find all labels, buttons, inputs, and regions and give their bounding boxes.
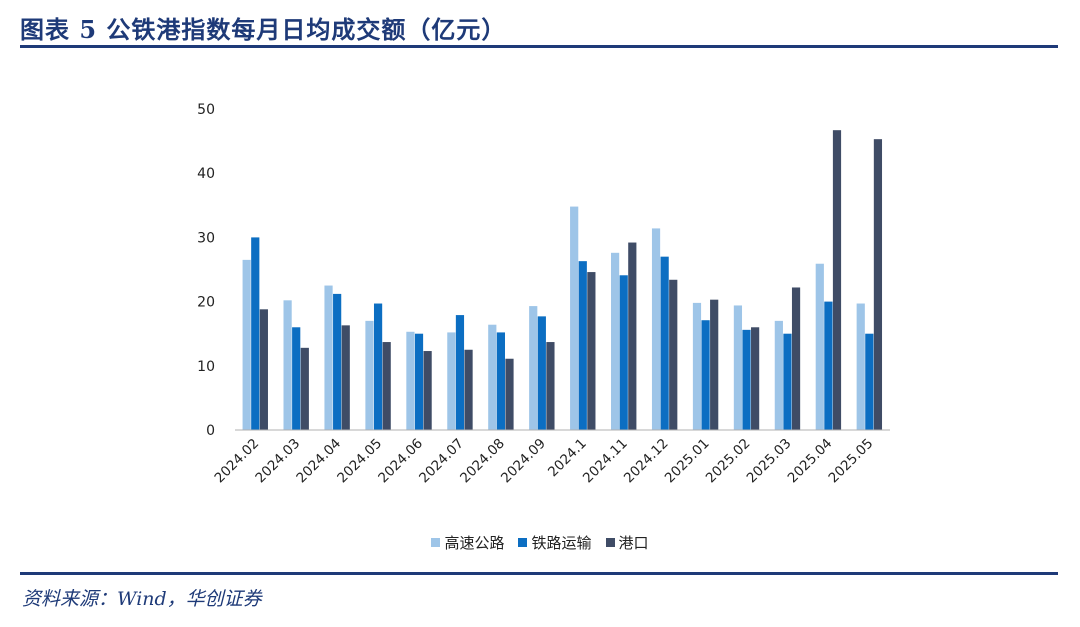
bar-port [546,342,555,430]
figure-header: 图表 5 公铁港指数每月日均成交额（亿元） [20,8,1060,48]
x-tick-label: 2024.07 [416,436,467,487]
x-tick-label: 2024.08 [457,436,508,487]
bar-railway [292,327,301,430]
x-tick-label: 2024.06 [375,436,426,487]
bar-highway [529,306,538,430]
y-tick-label: 0 [206,423,215,439]
bar-railway [455,315,465,430]
bar-railway [414,333,424,430]
bar-highway [611,252,620,430]
bar-highway [283,300,292,430]
x-tick-label: 2024.12 [621,436,672,487]
bar-highway [406,331,415,430]
bar-highway [242,259,251,430]
bar-port [587,272,596,430]
bar-railway [537,316,546,430]
bar-highway [365,320,374,430]
bar-highway [692,302,702,430]
bar-port [300,347,309,430]
bar-highway [651,228,661,430]
bar-port [505,358,514,430]
bar-highway [856,303,865,430]
bar-railway [742,329,751,430]
x-tick-label: 2025.01 [662,436,713,487]
legend-label-railway: 铁路运输 [531,534,592,552]
x-tick-label: 2024.03 [252,436,303,487]
y-tick-label: 50 [197,102,215,118]
legend-swatch-port [605,538,615,547]
bar-railway [783,333,792,430]
x-tick-label: 2024.04 [293,436,344,487]
legend-item-railway[interactable]: 铁路运输 [518,532,592,553]
x-tick-label: 2025.05 [826,436,877,487]
y-tick-label: 10 [197,359,215,375]
bar-highway [733,305,743,430]
bar-railway [578,261,587,430]
legend-label-port: 港口 [618,534,649,552]
y-tick-label: 40 [197,166,215,182]
bar-railway [701,320,710,430]
x-tick-label: 2024.05 [334,436,385,487]
x-tick-label: 2024.02 [212,436,263,487]
source-note: 资料来源：Wind，华创证券 [22,588,262,610]
x-tick-label: 2024.09 [498,436,549,487]
bar-port [341,325,350,430]
legend-item-port[interactable]: 港口 [605,532,649,553]
source-divider [20,572,1058,575]
bar-railway [824,301,833,430]
title-divider [20,45,1058,48]
bar-railway [660,256,669,430]
bar-highway [815,263,824,430]
bar-highway [488,324,497,430]
bar-port [751,327,760,430]
bar-port [832,130,842,430]
figure-title: 图表 5 公铁港指数每月日均成交额（亿元） [20,15,507,44]
x-tick-label: 2025.04 [785,436,836,487]
y-tick-label: 30 [197,230,215,246]
y-tick-label: 20 [197,295,215,311]
bar-port [669,279,678,430]
legend-label-highway: 高速公路 [444,534,505,552]
bar-port [464,349,473,430]
bar-port [259,309,268,430]
bar-port [873,139,883,430]
bar-railway [496,332,505,430]
bar-railway [865,333,874,430]
bar-port [423,351,432,430]
bar-railway [333,293,342,430]
x-tick-label: 2025.03 [744,436,795,487]
bar-port [382,342,391,430]
x-tick-label: 2024.11 [580,436,631,487]
bar-railway [619,275,628,430]
bar-railway [251,237,260,430]
legend-item-highway[interactable]: 高速公路 [431,532,504,553]
bar-port [628,242,637,430]
bar-highway [324,285,333,430]
bar-port [791,287,801,430]
bar-highway [570,206,579,430]
legend-swatch-railway [518,538,528,547]
bar-highway [447,332,456,430]
x-tick-label: 2025.02 [703,436,754,487]
chart-legend: 高速公路 铁路运输 港口 [0,532,1080,553]
bar-highway [774,320,783,430]
bar-railway [373,303,383,430]
bar-port [710,299,719,430]
legend-swatch-highway [431,538,441,547]
